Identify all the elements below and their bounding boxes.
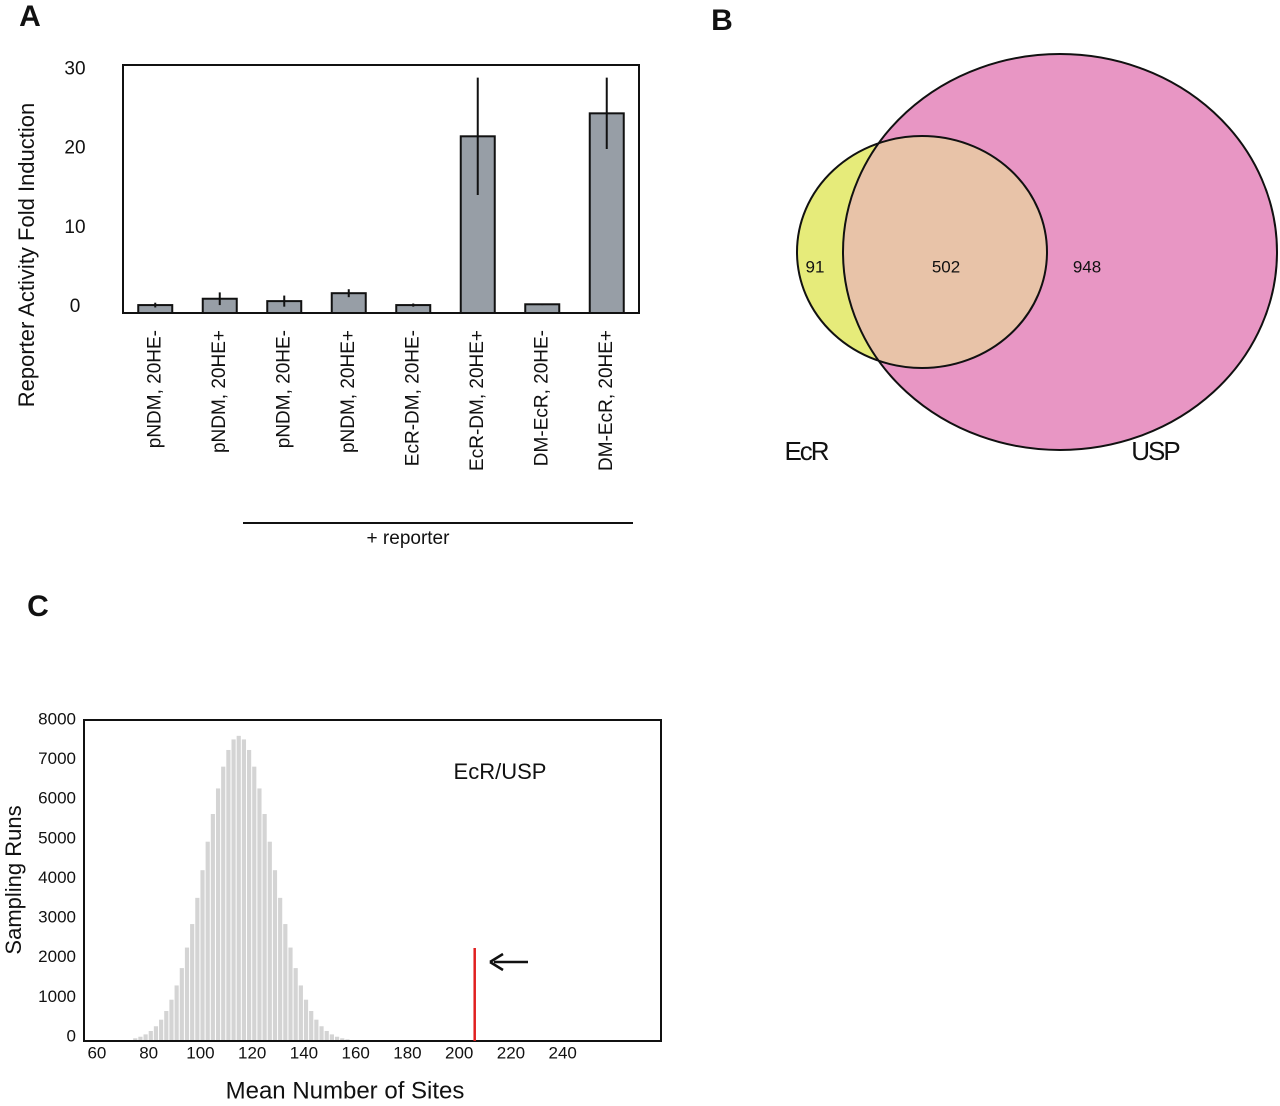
set-ecr-outline	[796, 135, 1048, 369]
histogram-bar	[319, 1026, 324, 1041]
x-tick-label: 120	[238, 1043, 266, 1062]
y-tick-label: 0	[67, 1026, 76, 1045]
histogram-bar	[133, 1038, 138, 1041]
histogram-bar	[138, 1036, 143, 1041]
histogram-bar	[272, 870, 278, 1041]
histogram-bar	[159, 1019, 164, 1041]
region-count: 91	[806, 257, 825, 276]
y-tick-label: 30	[64, 58, 85, 79]
histogram-bar	[309, 1011, 314, 1041]
x-tick-label: pNDM, 20HE-	[273, 330, 294, 448]
histogram-bar	[143, 1034, 148, 1041]
histogram-bar	[303, 999, 309, 1041]
y-tick-label: 2000	[38, 947, 76, 966]
y-axis-label: Sampling Runs	[1, 805, 26, 954]
x-tick-label: pNDM, 20HE+	[338, 330, 359, 453]
x-tick-label: EcR-DM, 20HE-	[402, 330, 423, 466]
histogram-bar	[329, 1034, 334, 1041]
y-tick-label: 10	[64, 217, 85, 238]
histogram-bar	[241, 739, 247, 1041]
histogram-bar	[164, 1011, 169, 1041]
histogram-bar	[334, 1036, 340, 1041]
histogram-bar	[340, 1038, 345, 1041]
histogram-bar	[267, 841, 272, 1041]
x-tick-label: EcR-DM, 20HE+	[467, 330, 488, 471]
x-tick-label: 100	[186, 1043, 214, 1062]
bar	[459, 135, 496, 314]
x-tick-label: 140	[290, 1043, 318, 1062]
histogram-bar	[221, 766, 226, 1041]
y-tick-label: 1000	[38, 987, 76, 1006]
histogram-bar	[283, 924, 288, 1041]
y-tick-label: 3000	[38, 908, 76, 927]
plot-frame	[122, 64, 640, 314]
x-tick-label: DM-EcR, 20HE-	[531, 330, 552, 466]
y-tick-label: 20	[64, 138, 85, 159]
region-count: 502	[932, 257, 960, 276]
histogram-bar	[174, 985, 179, 1041]
arrow-head	[489, 952, 504, 972]
bar	[524, 303, 561, 314]
panel-label: A	[19, 0, 41, 33]
x-tick-label: 60	[87, 1043, 106, 1062]
y-tick-label: 7000	[38, 749, 76, 768]
histogram-bar	[226, 749, 231, 1041]
panel-label: C	[27, 590, 49, 623]
histogram-bar	[200, 870, 205, 1041]
region-count: 948	[1073, 257, 1101, 276]
x-tick-label: 160	[341, 1043, 369, 1062]
histogram-bar	[298, 985, 303, 1041]
histogram-bar	[205, 841, 210, 1041]
y-tick-label: 5000	[38, 828, 76, 847]
x-axis-label: Mean Number of Sites	[226, 1077, 465, 1104]
histogram-bar	[324, 1031, 329, 1041]
x-tick-label: 180	[393, 1043, 421, 1062]
x-tick-label: 200	[445, 1043, 473, 1062]
y-tick-label: 8000	[38, 709, 76, 728]
overlap	[843, 136, 1047, 368]
histogram-bar	[215, 788, 221, 1041]
x-tick-label: 80	[139, 1043, 158, 1062]
x-tick-label: pNDM, 20HE+	[209, 330, 230, 453]
histogram-bar	[190, 924, 195, 1041]
y-tick-label: 0	[70, 296, 81, 317]
x-tick-label: DM-EcR, 20HE+	[596, 330, 617, 471]
x-tick-label: pNDM, 20HE-	[144, 330, 165, 448]
histogram-bar	[288, 947, 293, 1041]
histogram-bar	[236, 735, 241, 1041]
histogram-bar	[262, 814, 267, 1041]
histogram-bar	[247, 749, 252, 1041]
histogram-bar	[252, 766, 257, 1041]
x-tick-label: 240	[548, 1043, 576, 1062]
histogram-bar	[179, 968, 184, 1041]
histogram-bar	[231, 739, 236, 1041]
histogram-bar	[153, 1026, 159, 1041]
histogram-bar	[210, 814, 215, 1041]
histogram-bar	[293, 968, 298, 1041]
histogram-bar	[184, 947, 190, 1041]
histogram-bar	[257, 788, 262, 1041]
y-tick-label: 4000	[38, 868, 76, 887]
set-usp-outline	[842, 53, 1278, 451]
annotation: EcR/USP	[454, 759, 547, 784]
histogram-bar	[148, 1031, 153, 1041]
histogram-bar	[314, 1019, 319, 1041]
plot-frame	[83, 719, 662, 1042]
set-label: EcR	[784, 436, 828, 466]
histogram-bar	[195, 897, 200, 1041]
histogram-bar	[169, 999, 174, 1041]
y-axis-label: Reporter Activity Fold Induction	[14, 103, 39, 407]
annotation: + reporter	[367, 528, 451, 549]
y-tick-label: 6000	[38, 789, 76, 808]
x-tick-label: 220	[497, 1043, 525, 1062]
histogram-bar	[278, 897, 283, 1041]
panel-label: B	[711, 4, 733, 37]
set-label: USP	[1131, 436, 1179, 466]
